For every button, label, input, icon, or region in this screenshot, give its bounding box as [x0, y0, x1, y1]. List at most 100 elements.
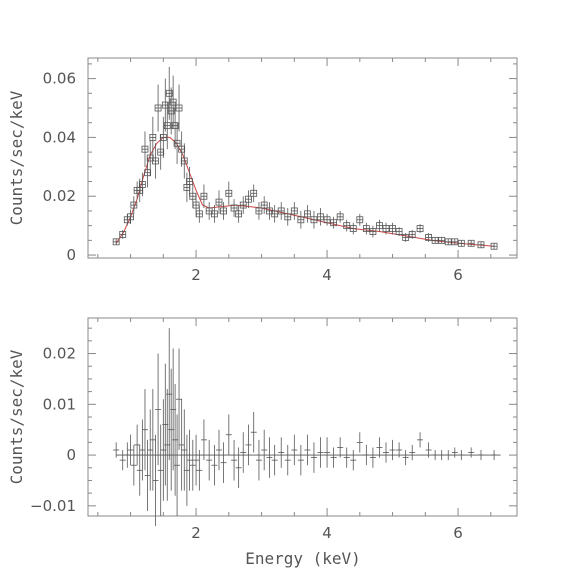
data-point	[369, 447, 376, 468]
data-point	[416, 224, 424, 233]
top-data-points	[112, 66, 498, 250]
data-point	[304, 434, 311, 466]
data-point	[317, 437, 324, 468]
data-point	[284, 208, 292, 226]
data-point	[200, 419, 207, 461]
data-point	[277, 202, 285, 220]
data-point	[250, 184, 258, 203]
data-point	[261, 429, 268, 471]
data-point	[175, 84, 183, 132]
data-point	[186, 166, 193, 197]
data-point	[211, 444, 218, 486]
data-point	[382, 222, 390, 235]
data-point	[389, 222, 396, 235]
top-plot-frame	[87, 57, 518, 259]
data-point	[336, 210, 344, 223]
data-point	[477, 241, 485, 249]
data-point	[181, 409, 188, 491]
data-point	[220, 202, 227, 220]
data-point	[245, 424, 252, 466]
data-point	[149, 389, 156, 491]
top-y-axis-label: Counts/sec/keV	[7, 90, 26, 225]
data-point	[408, 230, 416, 239]
data-point	[138, 172, 146, 197]
data-point	[127, 434, 134, 466]
data-point	[225, 414, 232, 456]
data-point	[230, 199, 238, 217]
data-point	[304, 205, 311, 223]
data-point	[245, 190, 252, 208]
data-point	[130, 444, 137, 486]
data-point	[271, 444, 278, 476]
x-tick-label: 2	[191, 524, 201, 542]
data-point	[240, 432, 247, 473]
data-point	[159, 116, 167, 158]
data-point	[255, 439, 262, 481]
data-point	[206, 439, 213, 481]
data-point	[376, 437, 383, 458]
top-y-tick-labels: 0 0.02 0.04 0.06	[43, 70, 76, 264]
x-tick-label: 4	[322, 266, 332, 284]
y-tick-label: 0	[66, 246, 76, 264]
data-point	[147, 409, 154, 491]
data-point	[468, 447, 475, 458]
data-point	[425, 442, 432, 458]
data-point	[112, 238, 120, 246]
data-point	[457, 239, 465, 247]
data-point	[149, 116, 157, 158]
data-point	[317, 208, 324, 226]
bottom-x-tick-labels: 2 4 6	[191, 524, 463, 542]
data-point	[396, 442, 403, 458]
data-point	[136, 444, 143, 496]
bottom-residual-points	[113, 328, 498, 527]
data-point	[173, 122, 181, 164]
data-point	[141, 389, 148, 471]
data-point	[395, 227, 403, 236]
bottom-y-tick-labels: −0.01 0 0.01 0.02	[30, 345, 76, 515]
data-point	[310, 210, 318, 229]
x-tick-label: 6	[453, 524, 463, 542]
data-point	[239, 196, 247, 214]
data-point	[152, 434, 159, 527]
data-point	[324, 437, 331, 468]
data-point	[174, 414, 181, 516]
data-point	[417, 432, 424, 448]
data-point	[255, 202, 263, 220]
data-point	[451, 238, 459, 246]
data-point	[124, 442, 131, 468]
data-point	[183, 434, 190, 506]
data-point	[445, 450, 452, 461]
data-point	[356, 432, 363, 453]
y-tick-label: 0	[66, 446, 76, 464]
data-point	[127, 209, 134, 225]
y-tick-label: 0.02	[43, 345, 76, 363]
data-point	[362, 222, 370, 235]
data-point	[323, 213, 331, 226]
data-point	[200, 184, 208, 208]
data-point	[330, 447, 337, 468]
data-point	[231, 439, 238, 481]
data-point	[235, 205, 243, 223]
data-point	[444, 238, 452, 246]
bottom-panel: −0.01 0 0.01 0.02 2 4 6 Counts/sec/keV Energy…	[7, 317, 518, 568]
data-point	[225, 181, 233, 206]
data-point	[297, 444, 304, 476]
data-point	[215, 190, 223, 214]
data-point	[431, 236, 439, 244]
data-point	[467, 239, 475, 247]
data-point	[134, 424, 141, 466]
data-point	[383, 442, 390, 463]
data-point	[235, 447, 242, 489]
data-point	[119, 230, 127, 239]
data-point	[154, 84, 162, 132]
data-point	[290, 202, 298, 220]
data-point	[490, 242, 498, 250]
data-point	[178, 399, 185, 491]
data-point	[152, 143, 159, 179]
data-point	[189, 439, 196, 491]
top-axis-ticks	[88, 58, 517, 258]
data-point	[350, 450, 357, 471]
data-point	[402, 233, 410, 242]
data-point	[425, 233, 432, 242]
y-tick-label: −0.01	[30, 497, 76, 515]
